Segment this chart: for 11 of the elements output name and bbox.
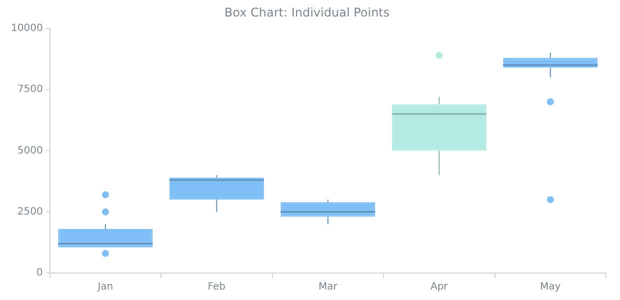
x-tick-label: Apr [430,282,449,293]
y-tick-label: 7500 [17,84,43,96]
x-tick-label: May [540,282,561,293]
y-tick-label: 0 [36,268,43,279]
x-tick-label: Jan [96,282,114,293]
chart-title: Box Chart: Individual Points [224,5,390,20]
y-tick-label: 5000 [17,145,43,156]
x-tick-label: Mar [318,282,338,293]
x-tick-label: Feb [208,282,226,293]
y-tick-label: 10000 [11,22,43,34]
y-tick-label: 2500 [17,206,43,218]
